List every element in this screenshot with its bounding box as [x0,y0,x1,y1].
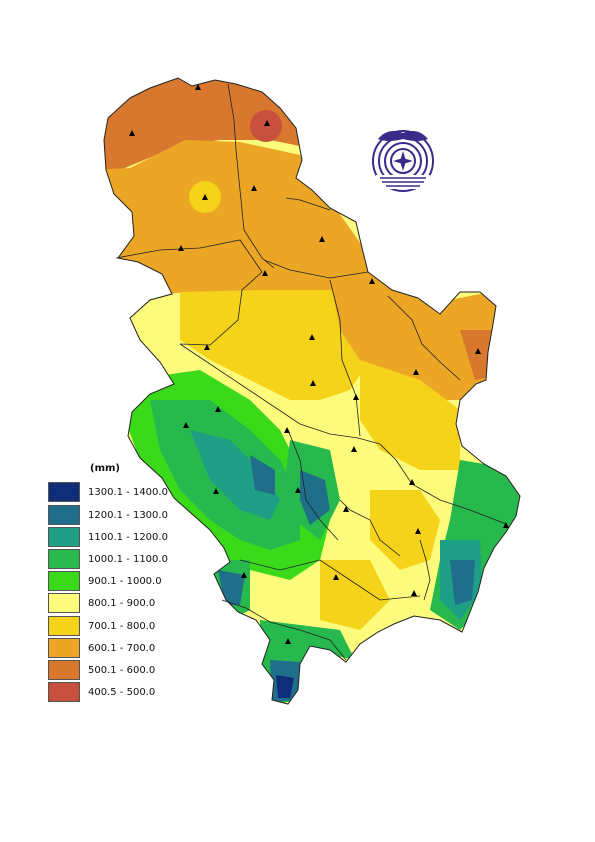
station-marker [215,406,221,412]
station-marker [241,572,247,578]
station-marker [202,194,208,200]
legend-label: 1300.1 - 1400.0 [88,486,168,498]
station-marker [213,488,219,494]
legend-item: 500.1 - 600.0 [48,660,155,680]
station-marker [413,369,419,375]
station-marker [309,334,315,340]
station-marker [333,574,339,580]
legend-item: 600.1 - 700.0 [48,638,155,658]
legend-label: 500.1 - 600.0 [88,664,156,676]
station-marker [343,506,349,512]
station-marker [353,394,359,400]
station-marker [264,120,270,126]
legend-item: 800.1 - 900.0 [48,593,155,613]
station-marker [195,84,201,90]
legend-swatch [48,505,80,525]
station-marker [284,427,290,433]
legend-item: 1300.1 - 1400.0 [48,482,168,502]
legend-swatch [48,593,80,613]
legend-label: 900.1 - 1000.0 [88,575,162,587]
legend-item: 1200.1 - 1300.0 [48,505,168,525]
station-marker [310,380,316,386]
legend-label: 1100.1 - 1200.0 [88,531,168,543]
station-marker [183,422,189,428]
legend-item: 1000.1 - 1100.0 [48,549,168,569]
station-marker [178,245,184,251]
legend-label: 700.1 - 800.0 [88,620,156,632]
legend-item: 900.1 - 1000.0 [48,571,162,591]
station-marker [251,185,257,191]
legend-label: 1000.1 - 1100.0 [88,553,168,565]
institute-emblem-icon [372,130,434,192]
station-marker [129,130,135,136]
legend-swatch [48,482,80,502]
legend-unit: (mm) [90,463,120,474]
legend-swatch [48,571,80,591]
legend-item: 700.1 - 800.0 [48,616,155,636]
legend-swatch [48,638,80,658]
legend-item: 400.5 - 500.0 [48,682,155,702]
station-markers [129,84,509,644]
station-marker [475,348,481,354]
legend-swatch [48,527,80,547]
legend-swatch [48,616,80,636]
station-marker [319,236,325,242]
station-marker [295,487,301,493]
station-marker [369,278,375,284]
station-marker [285,638,291,644]
legend-label: 600.1 - 700.0 [88,642,156,654]
station-marker [503,522,509,528]
legend-item: 1100.1 - 1200.0 [48,527,168,547]
legend-label: 400.5 - 500.0 [88,686,156,698]
legend-swatch [48,682,80,702]
station-marker [204,344,210,350]
internal-boundaries [115,83,507,661]
legend-swatch [48,549,80,569]
legend-label: 1200.1 - 1300.0 [88,509,168,521]
legend-label: 800.1 - 900.0 [88,597,156,609]
station-marker [409,479,415,485]
station-marker [351,446,357,452]
legend-swatch [48,660,80,680]
station-marker [262,270,268,276]
station-marker [415,528,421,534]
station-marker [411,590,417,596]
